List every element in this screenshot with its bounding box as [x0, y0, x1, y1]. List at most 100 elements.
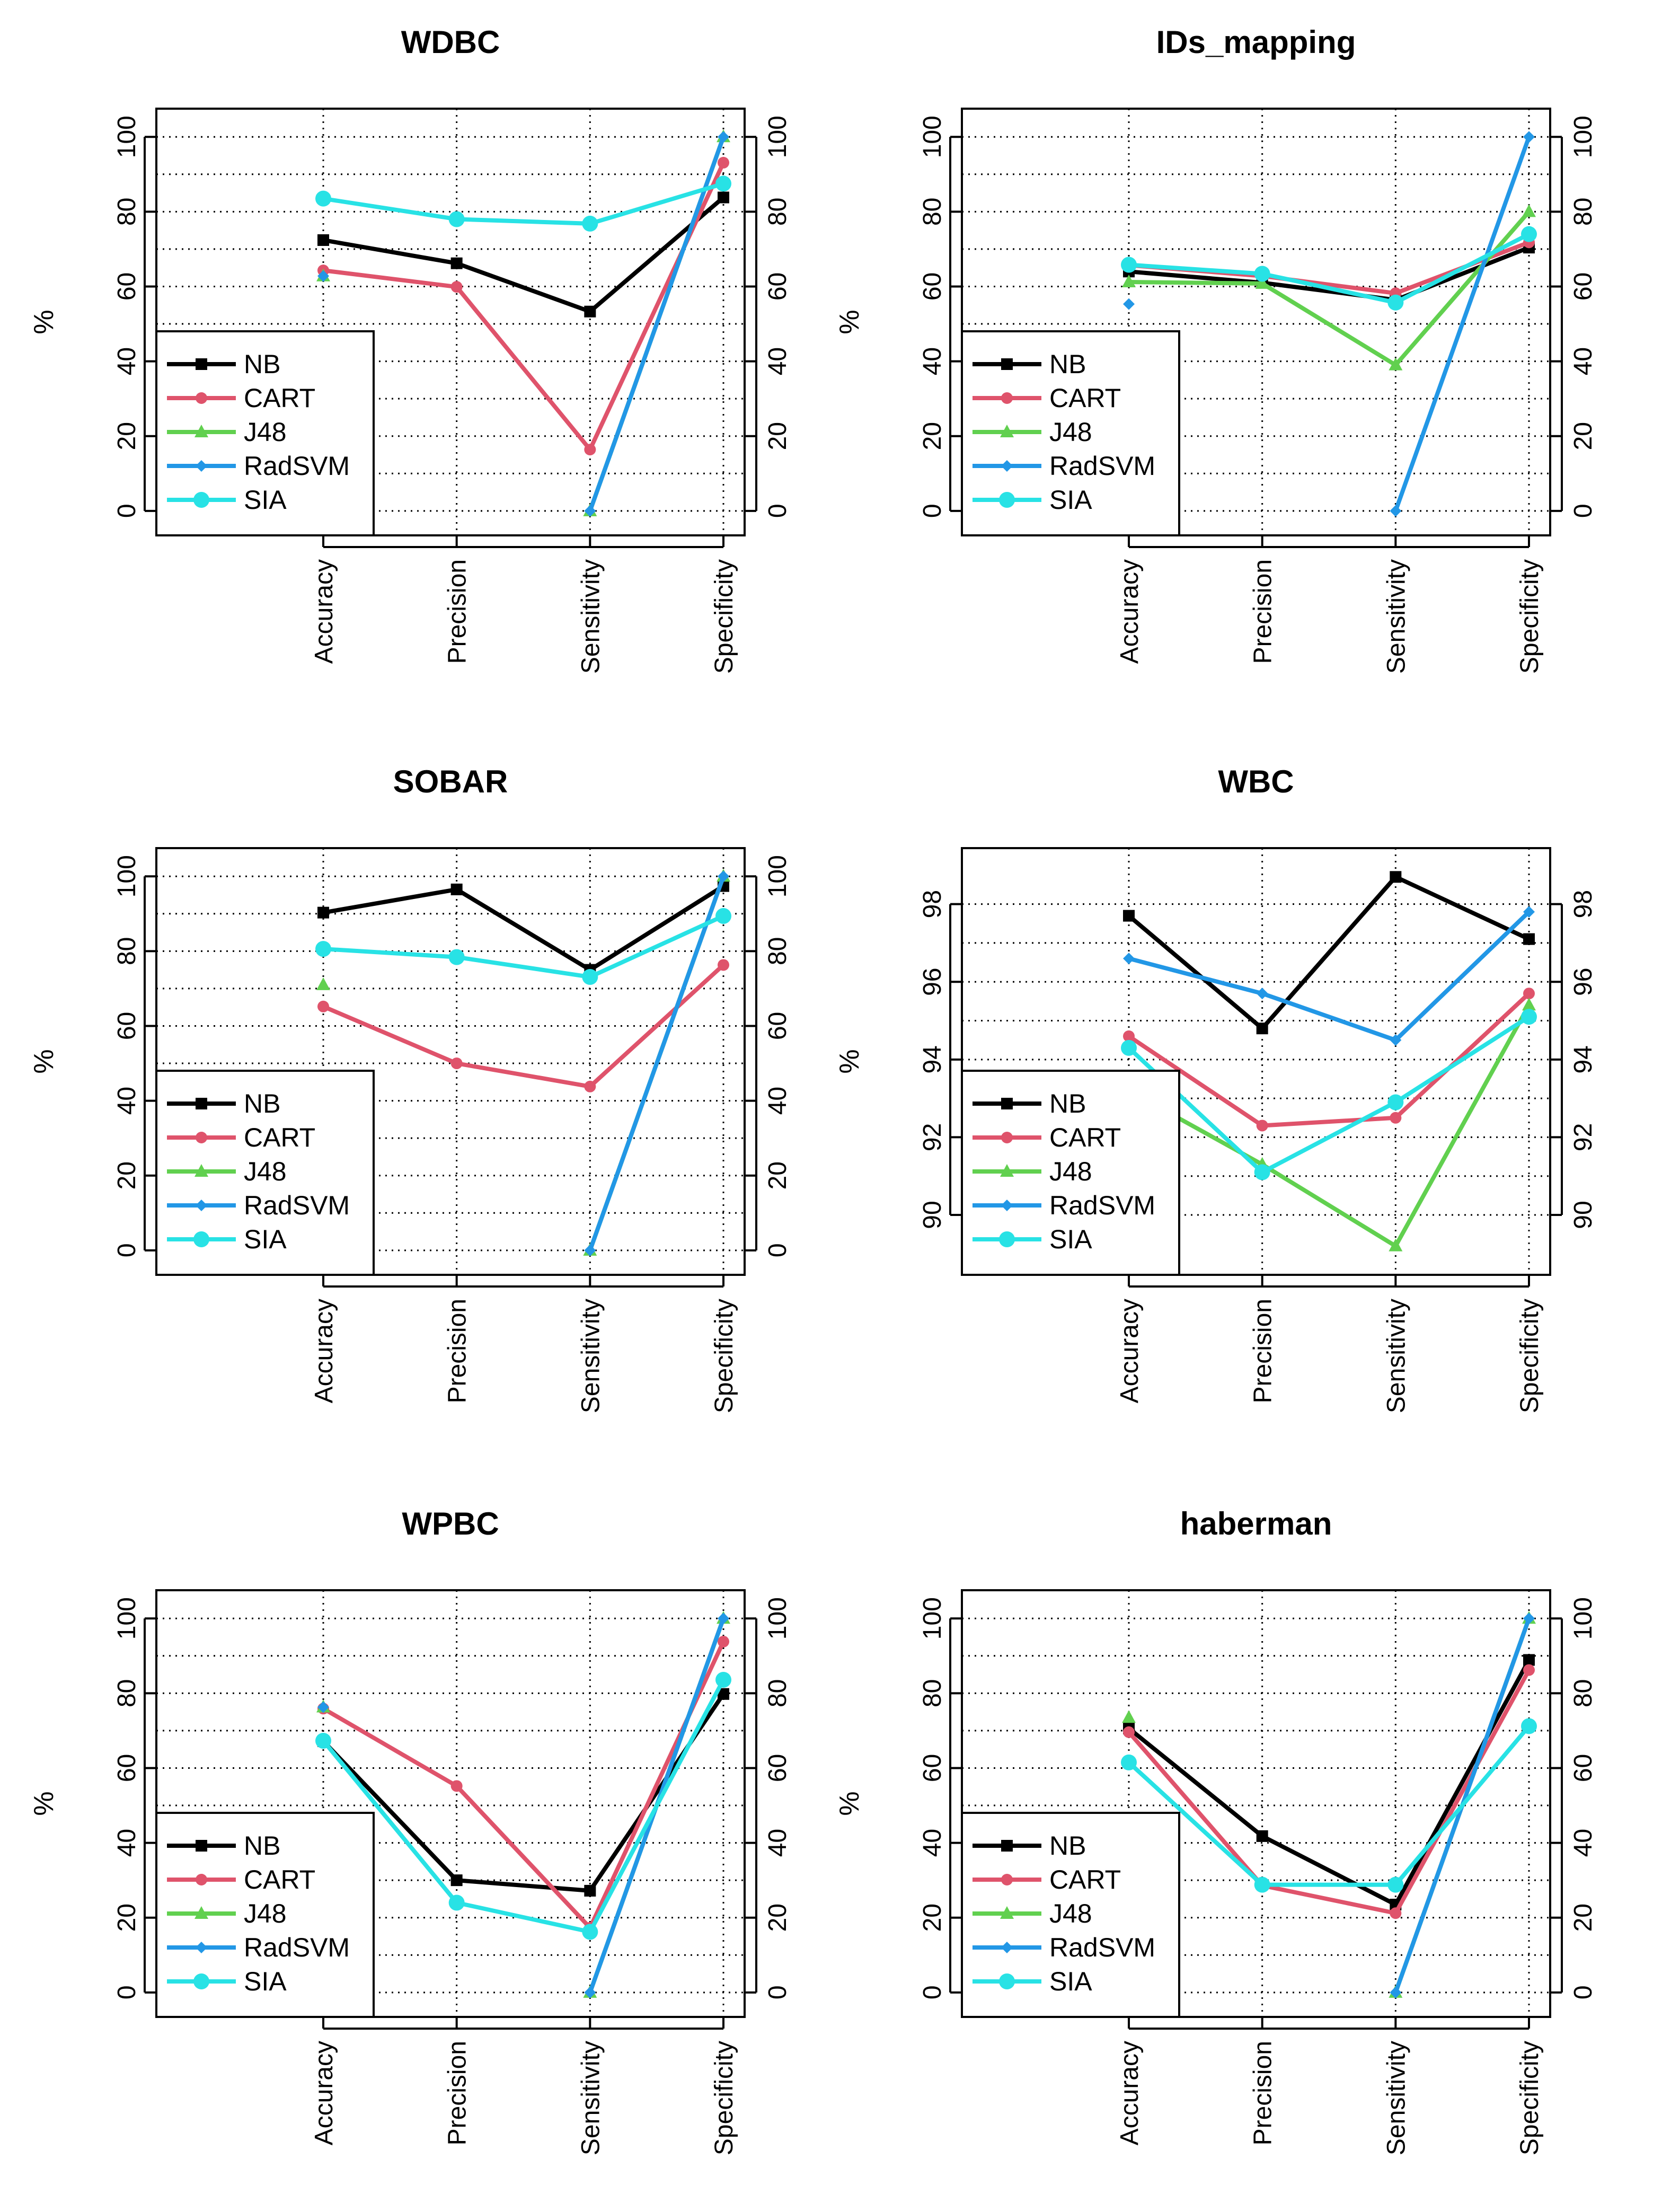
- point-sia: [582, 215, 598, 232]
- y-tick-label-right: 0: [1569, 1985, 1597, 1999]
- series-group: [315, 129, 731, 517]
- y-tick-label-right: 96: [1569, 968, 1597, 996]
- y-tick-label-left: 20: [113, 1161, 141, 1189]
- point-cart: [584, 1080, 596, 1092]
- legend-marker-radsvm: [196, 1942, 207, 1953]
- y-tick-label-left: 40: [113, 347, 141, 375]
- point-nb: [584, 305, 596, 318]
- series-line-nb: [454, 1878, 593, 1893]
- point-sia: [1254, 1164, 1270, 1180]
- y-tick-label-left: 98: [918, 890, 947, 918]
- point-sia: [1254, 266, 1270, 282]
- series-line-sia: [1393, 1724, 1531, 1887]
- y-tick-label-left: 60: [113, 1754, 141, 1782]
- y-tick-label-right: 80: [764, 1679, 792, 1707]
- y-axis-label: %: [29, 1049, 59, 1073]
- legend: NB CART J48 RadSVM SIA: [961, 1812, 1180, 2018]
- series-line-sia: [1127, 262, 1265, 276]
- series-line-radsvm: [588, 135, 726, 513]
- series-line-sia: [588, 181, 726, 226]
- y-tick-label-left: 96: [918, 968, 947, 996]
- series-line-nb: [588, 1691, 726, 1893]
- point-j48: [1122, 1710, 1136, 1723]
- series-line-sia: [454, 1900, 593, 1934]
- y-tick-label-right: 98: [1569, 890, 1597, 918]
- point-sia: [1387, 1876, 1404, 1893]
- series-group: [315, 1611, 731, 1998]
- chart-panel-5: haberman% 0 0 20 20 40 40 60 60 80 80 100 100 Accurac…: [834, 1506, 1597, 2155]
- point-radsvm: [584, 1244, 596, 1256]
- series-line-j48: [1260, 1162, 1398, 1248]
- series-line-j48: [1260, 281, 1398, 367]
- y-tick-label-right: 100: [764, 116, 792, 158]
- legend-label-cart: CART: [1049, 1123, 1121, 1152]
- series-group: [1121, 871, 1537, 1252]
- y-tick-label-right: 20: [1569, 422, 1597, 450]
- y-axis-label: %: [834, 1049, 865, 1073]
- y-axis-label: %: [834, 1791, 865, 1816]
- series-line-j48: [1127, 280, 1265, 286]
- series-line-cart: [321, 268, 459, 289]
- x-tick-label: Accuracy: [1116, 1299, 1144, 1403]
- legend-marker-cart: [196, 1132, 207, 1143]
- chart-title: WBC: [1218, 764, 1294, 799]
- legend-marker-cart: [1001, 1132, 1013, 1143]
- point-sia: [1521, 1718, 1537, 1734]
- y-tick-label-left: 40: [113, 1829, 141, 1857]
- y-tick-label-left: 100: [918, 1597, 947, 1640]
- x-tick-label: Precision: [444, 2041, 472, 2145]
- legend-marker-nb: [196, 1098, 207, 1109]
- x-tick-label: Accuracy: [310, 1299, 338, 1403]
- y-tick-label-left: 90: [918, 1201, 947, 1229]
- chart-panel-0: WDBC% 0 0 20 20 40 40 60 60 80 80 100 100 Accuracy Pre…: [29, 24, 792, 674]
- point-cart: [1523, 988, 1535, 1000]
- legend-label-sia: SIA: [244, 1224, 287, 1254]
- y-tick-label-right: 40: [1569, 1829, 1597, 1857]
- point-sia: [1121, 1039, 1137, 1056]
- legend-label-sia: SIA: [244, 1967, 287, 1996]
- plot-frame: [961, 847, 1551, 1276]
- legend-marker-sia: [193, 1231, 209, 1247]
- x-tick-label: Sensitivity: [1382, 2041, 1410, 2155]
- y-tick-label-right: 60: [764, 272, 792, 301]
- y-tick-label-left: 80: [918, 198, 947, 226]
- y-tick-label-left: 94: [918, 1045, 947, 1073]
- series-line-cart: [1393, 1668, 1531, 1916]
- legend-label-radsvm: RadSVM: [244, 451, 350, 481]
- series-line-cart: [454, 1784, 593, 1930]
- point-nb: [450, 1874, 463, 1887]
- legend-label-nb: NB: [244, 349, 280, 379]
- chart-title: WDBC: [401, 24, 500, 60]
- point-radsvm: [718, 131, 729, 143]
- legend: NB CART J48 RadSVM SIA: [961, 1070, 1180, 1276]
- y-tick-label-right: 40: [1569, 347, 1597, 375]
- series-line-cart: [588, 963, 726, 1089]
- legend-label-sia: SIA: [1049, 1224, 1092, 1254]
- point-cart: [1123, 1030, 1135, 1042]
- y-tick-label-left: 20: [113, 422, 141, 450]
- series-line-sia: [1393, 1015, 1531, 1105]
- series-line-nb: [454, 887, 593, 972]
- y-tick-label-left: 100: [918, 116, 947, 158]
- legend-marker-j48: [1000, 1906, 1014, 1919]
- series-line-radsvm: [1393, 910, 1531, 1043]
- point-cart: [718, 156, 729, 169]
- point-sia: [1387, 1094, 1404, 1111]
- point-nb: [1256, 1830, 1268, 1842]
- series-line-nb: [321, 1739, 459, 1883]
- legend-marker-radsvm: [1001, 460, 1013, 472]
- y-tick-label-left: 60: [918, 272, 947, 301]
- point-radsvm: [317, 1701, 329, 1713]
- y-tick-label-right: 90: [1569, 1201, 1597, 1229]
- y-tick-label-right: 0: [764, 1985, 792, 1999]
- y-tick-label-right: 0: [1569, 504, 1597, 518]
- x-tick-label: Sensitivity: [577, 559, 605, 674]
- point-cart: [1256, 1120, 1268, 1132]
- point-sia: [448, 211, 465, 227]
- legend-label-radsvm: RadSVM: [244, 1191, 350, 1220]
- y-tick-label-right: 40: [764, 347, 792, 375]
- point-radsvm: [1523, 906, 1535, 918]
- point-radsvm: [1390, 1986, 1402, 1998]
- point-sia: [315, 190, 331, 207]
- y-tick-label-left: 80: [113, 937, 141, 965]
